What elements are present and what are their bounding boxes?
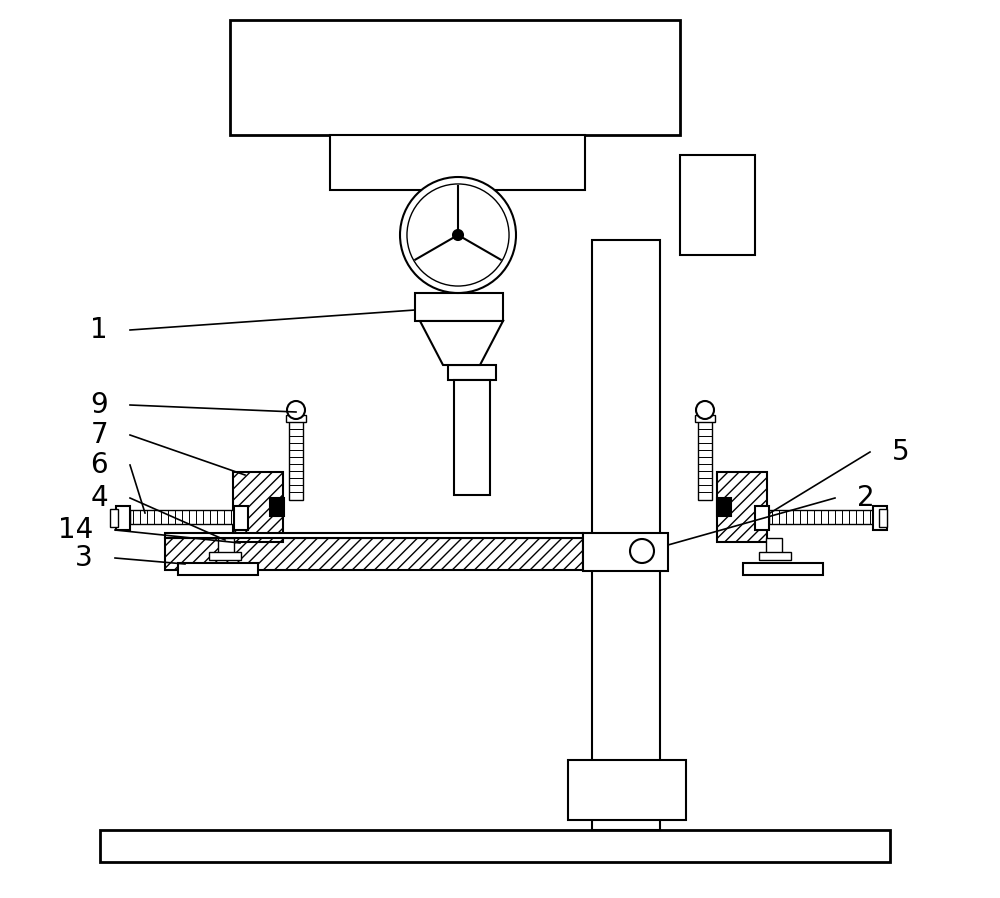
Text: 9: 9 [90,391,108,419]
Text: 2: 2 [857,484,875,512]
Bar [695,415,715,422]
Bar [680,155,755,255]
Circle shape [630,539,654,563]
Ellipse shape [400,177,516,293]
Bar [415,293,503,321]
Circle shape [287,401,305,419]
Bar [110,509,118,527]
Bar [592,240,660,830]
Bar [289,420,303,500]
Text: 14: 14 [58,516,93,544]
Bar [755,506,769,530]
Bar [286,415,306,422]
Text: 7: 7 [90,421,108,449]
Bar [568,760,686,820]
Bar [448,365,496,380]
Bar [178,563,258,575]
Polygon shape [420,321,503,365]
Bar [165,533,583,538]
Circle shape [696,401,714,419]
Bar [230,20,680,135]
Bar [233,472,283,542]
Bar [100,830,890,862]
Bar [165,538,583,570]
Bar [879,509,887,527]
Text: 4: 4 [90,484,108,512]
Bar [717,498,731,516]
Circle shape [453,230,463,240]
Bar [583,533,668,571]
Bar [769,510,875,524]
Bar [717,472,767,542]
Text: 1: 1 [90,316,108,344]
Bar [743,563,823,575]
Bar [218,538,234,554]
Bar [873,506,887,530]
Text: 6: 6 [90,451,108,479]
Bar [270,498,284,516]
Bar [116,506,130,530]
Text: 3: 3 [75,544,93,572]
Bar [698,420,712,500]
Text: 5: 5 [892,438,910,466]
Bar [234,506,248,530]
Bar [759,552,791,560]
Bar [209,552,241,560]
Bar [330,135,585,190]
Bar [130,510,236,524]
Ellipse shape [407,184,509,286]
Bar [766,538,782,554]
Bar [454,380,490,495]
